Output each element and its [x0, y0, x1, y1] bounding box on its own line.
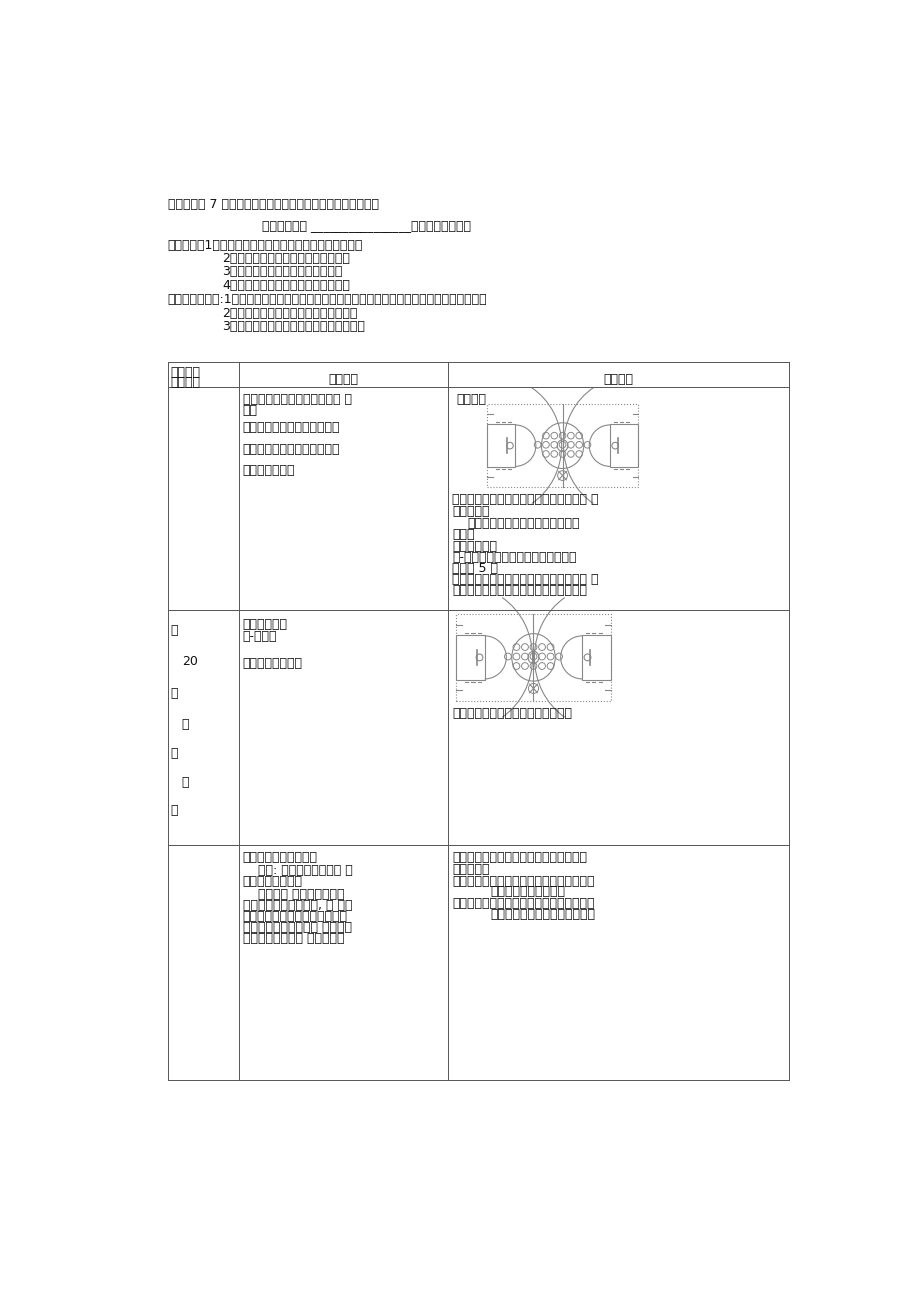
- Text: 场慢跑 5 圈: 场慢跑 5 圈: [451, 562, 497, 575]
- Text: 2、初步掌握原地交叉步持球突破技术；: 2、初步掌握原地交叉步持球突破技术；: [221, 307, 357, 320]
- Text: 3、初步掌握原地跳起单手肩上投篮技术。: 3、初步掌握原地跳起单手肩上投篮技术。: [221, 320, 365, 333]
- Text: 钟: 钟: [181, 775, 189, 788]
- Text: （三）游戏：传球比赛: （三）游戏：传球比赛: [243, 851, 318, 864]
- Bar: [456, 635, 484, 680]
- Text: 班分为人数相等的两队, 攻 方在: 班分为人数相等的两队, 攻 方在: [243, 899, 352, 912]
- Text: 备: 备: [170, 687, 177, 700]
- Text: 四、安排见习生: 四、安排见习生: [243, 464, 295, 477]
- Text: 三、宣布本次课的内容和任务: 三、宣布本次课的内容和任务: [243, 442, 340, 455]
- Text: 组织教法: 组织教法: [603, 373, 633, 386]
- Text: 部: 部: [170, 748, 177, 761]
- Text: 部分间数: 部分间数: [170, 376, 199, 389]
- Text: 外指定点。: 外指定点。: [451, 505, 489, 518]
- Text: 3、学习原地交叉步持球突破技术；: 3、学习原地交叉步持球突破技术；: [221, 265, 342, 278]
- Text: （二）练习方法：原地体操队形，分别活 动: （二）练习方法：原地体操队形，分别活 动: [451, 574, 598, 587]
- Text: 分: 分: [181, 718, 189, 731]
- Text: 腕、腰、踝、颈、肩、腰等身体各关节。: 腕、腰、踝、颈、肩、腰等身体各关节。: [451, 584, 586, 597]
- Text: 目的: 提高快速移动中的 传: 目的: 提高快速移动中的 传: [258, 864, 353, 877]
- Text: 分: 分: [170, 804, 177, 817]
- Text: 2、复习行进间双手胸前传接球技术；: 2、复习行进间双手胸前传接球技术；: [221, 252, 349, 265]
- Text: 教学内容: 教学内容: [328, 373, 358, 386]
- Text: （-）练习方法：学生一路纵队绕篮球: （-）练习方法：学生一路纵队绕篮球: [451, 552, 576, 565]
- Text: 20: 20: [181, 656, 198, 669]
- Text: 教学。: 教学。: [451, 528, 474, 541]
- Text: 上课系别班级 ________________上课时间上课教师: 上课系别班级 ________________上课时间上课教师: [262, 220, 471, 233]
- Bar: [486, 424, 515, 467]
- Text: （三）讲解游戏的方法和规则后进行练习: （三）讲解游戏的方法和规则后进行练习: [451, 851, 586, 864]
- Text: 初中篮球第 7 次课学习原地交叉步持球突破技术教学教案设计: 初中篮球第 7 次课学习原地交叉步持球突破技术教学教案设计: [167, 199, 379, 212]
- Text: 五、准备活动: 五、准备活动: [243, 618, 288, 631]
- Text: 例。否则判给对方球权: 例。否则判给对方球权: [491, 885, 565, 898]
- Text: （-）慢跑: （-）慢跑: [243, 631, 277, 644]
- Text: 以断球后转进攻。在规 定时间内: 以断球后转进攻。在规 定时间内: [243, 921, 351, 934]
- Text: 只许传球不许运球；不能用球掷打对不许违: 只许传球不许运球；不能用球掷打对不许违: [451, 874, 594, 887]
- Text: 准: 准: [170, 624, 177, 637]
- Text: 二、师生互相问好，登记考勤: 二、师生互相问好，登记考勤: [243, 422, 340, 435]
- Text: 场内运用各种传球移动。守方可: 场内运用各种传球移动。守方可: [243, 909, 347, 922]
- Text: 要求：队伍快、静、齐；球有顺序地放在 场: 要求：队伍快、静、齐；球有顺序地放在 场: [451, 493, 598, 506]
- Bar: [582, 635, 610, 680]
- Bar: [456, 614, 610, 700]
- Text: 课的目的与任务:1、进一步掌握行进间变向运球、急停急起和行进间双手胸前传接球动作方法；: 课的目的与任务:1、进一步掌握行进间变向运球、急停急起和行进间双手胸前传接球动作…: [167, 293, 487, 306]
- Text: 一、值日生集合整队，报告出 勤: 一、值日生集合整队，报告出 勤: [243, 393, 351, 406]
- Text: 练习要求：认真，充分活动开身体。: 练习要求：认真，充分活动开身体。: [451, 708, 572, 721]
- Text: 集合队形: 集合队形: [456, 393, 485, 406]
- Text: 课的内容：1、复习行进间变向运球和运球急停急起技术；: 课的内容：1、复习行进间变向运球和运球急停急起技术；: [167, 239, 363, 252]
- Text: 罚则：输方完成对方规定的题目练习要求：: 罚则：输方完成对方规定的题目练习要求：: [451, 896, 594, 909]
- Text: 见习生随堂记好笔记，并协助教师: 见习生随堂记好笔记，并协助教师: [467, 518, 580, 531]
- Text: 积极认真，充分将身体活动开。: 积极认真，充分将身体活动开。: [491, 908, 596, 921]
- Text: 以每队传球次数多 一方为胜。: 以每队传球次数多 一方为胜。: [243, 932, 344, 945]
- Bar: [486, 405, 638, 487]
- Text: 二、准备活动: 二、准备活动: [451, 540, 496, 553]
- Text: 游戏方法 半个篮球场，全: 游戏方法 半个篮球场，全: [258, 889, 345, 902]
- Bar: [609, 424, 638, 467]
- Text: 游戏规则：: 游戏规则：: [451, 863, 489, 876]
- Text: 人数: 人数: [243, 405, 257, 418]
- Text: 接球能力和视野。: 接球能力和视野。: [243, 874, 302, 887]
- Text: （二）活动各关节: （二）活动各关节: [243, 657, 302, 670]
- Text: 4、学习原地跳起单手肩上投篮技术。: 4、学习原地跳起单手肩上投篮技术。: [221, 278, 349, 291]
- Text: 课的时次: 课的时次: [170, 366, 199, 379]
